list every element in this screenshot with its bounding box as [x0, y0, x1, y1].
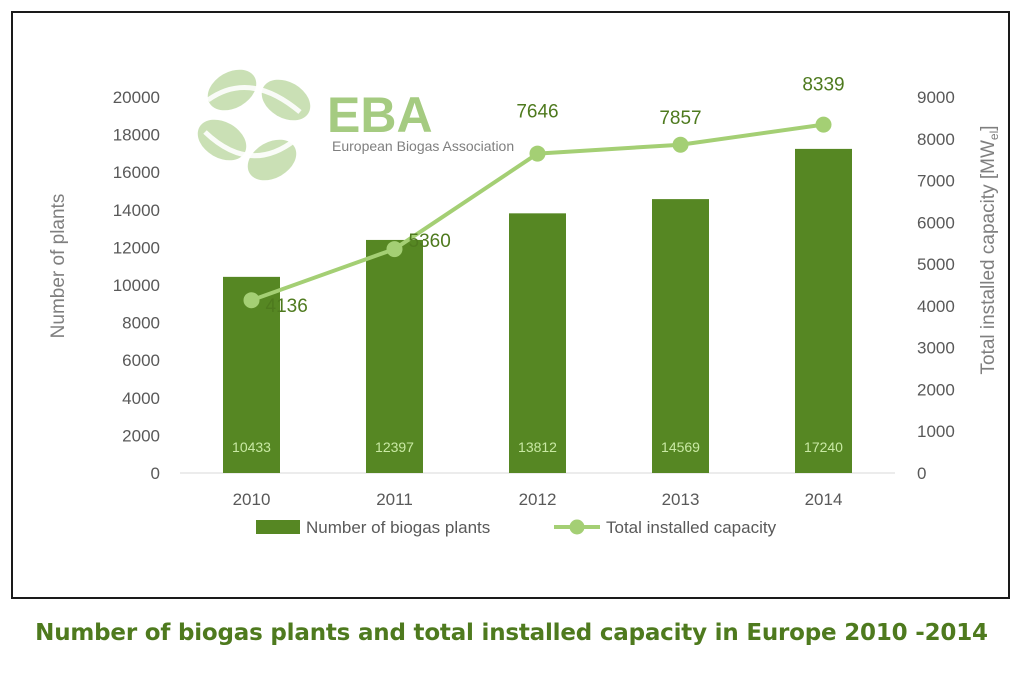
capacity-value-label: 4136 — [266, 296, 308, 317]
capacity-point — [243, 292, 260, 309]
y-tick-label: 10000 — [113, 276, 160, 295]
capacity-labels: 4136 5360 7646 7857 8339 — [266, 75, 845, 318]
y-axis-title: Number of plants — [48, 194, 69, 339]
eba-logo-text: EBA — [327, 87, 433, 143]
bar-labels: 10433 12397 13812 14569 17240 — [232, 439, 843, 455]
capacity-value-label: 7646 — [516, 102, 558, 123]
y-tick-label: 4000 — [122, 389, 160, 408]
y2-tick-label: 4000 — [917, 297, 955, 316]
eba-logo: EBA European Biogas Association — [197, 69, 514, 181]
y-tick-label: 14000 — [113, 201, 160, 220]
legend-bar-swatch — [256, 520, 300, 534]
x-tick-label: 2012 — [519, 490, 557, 509]
y2-tick-label: 2000 — [917, 380, 955, 399]
y2-axis-title: Total installed capacity [MWel] — [978, 125, 1001, 374]
bar — [509, 213, 566, 473]
bar-value-label: 14569 — [661, 439, 700, 455]
capacity-point — [386, 241, 403, 258]
bar-value-label: 10433 — [232, 439, 271, 455]
x-tick-label: 2014 — [805, 490, 843, 509]
y-tick-label: 6000 — [122, 351, 160, 370]
capacity-value-label: 8339 — [802, 75, 844, 96]
x-tick-label: 2013 — [662, 490, 700, 509]
bar-value-label: 12397 — [375, 439, 414, 455]
bars — [223, 148, 852, 474]
y-tick-label: 18000 — [113, 126, 160, 145]
chart-caption: Number of biogas plants and total instal… — [35, 620, 988, 646]
y2-tick-label: 0 — [917, 464, 926, 483]
legend-line-label: Total installed capacity — [606, 518, 777, 537]
capacity-point — [672, 136, 689, 153]
capacity-value-label: 7857 — [659, 108, 701, 129]
y2-tick-label: 3000 — [917, 339, 955, 358]
y2-tick-label: 7000 — [917, 172, 955, 191]
bar-value-label: 13812 — [518, 439, 557, 455]
y2-tick-label: 5000 — [917, 255, 955, 274]
capacity-line — [243, 116, 832, 309]
x-tick-label: 2011 — [376, 490, 413, 509]
capacity-point — [529, 145, 546, 162]
y2-axis-title-main: Total installed capacity [MW — [978, 140, 999, 374]
legend-bar-label: Number of biogas plants — [306, 518, 490, 537]
bar — [366, 239, 423, 473]
capacity-point — [815, 116, 832, 133]
y2-tick-label: 1000 — [917, 422, 955, 441]
y2-tick-label: 8000 — [917, 130, 955, 149]
x-axis-ticks: 2010 2011 2012 2013 2014 — [233, 490, 843, 509]
y-tick-label: 8000 — [122, 314, 160, 333]
legend-line-marker — [569, 519, 585, 535]
y-tick-label: 16000 — [113, 163, 160, 182]
bar-value-label: 17240 — [804, 439, 843, 455]
y2-axis-title-end: ] — [978, 125, 999, 130]
left-axis-ticks: 0 2000 4000 6000 8000 10000 12000 14000 16000 180… — [113, 88, 160, 483]
y-tick-label: 12000 — [113, 238, 160, 257]
x-tick-label: 2010 — [233, 490, 271, 509]
capacity-value-label: 5360 — [409, 231, 451, 252]
y-tick-label: 20000 — [113, 88, 160, 107]
y-tick-label: 0 — [151, 464, 160, 483]
bar — [652, 199, 709, 474]
legend: Number of biogas plants Total installed … — [256, 518, 777, 537]
y2-tick-label: 6000 — [917, 213, 955, 232]
bar — [223, 276, 280, 473]
y2-axis-title-sub: el — [987, 131, 1001, 140]
bar — [795, 148, 852, 473]
eba-logo-subtitle: European Biogas Association — [332, 138, 514, 154]
y-tick-label: 2000 — [122, 426, 160, 445]
right-axis-ticks: 0 1000 2000 3000 4000 5000 6000 7000 8000 9000 — [917, 88, 955, 483]
y2-tick-label: 9000 — [917, 88, 955, 107]
